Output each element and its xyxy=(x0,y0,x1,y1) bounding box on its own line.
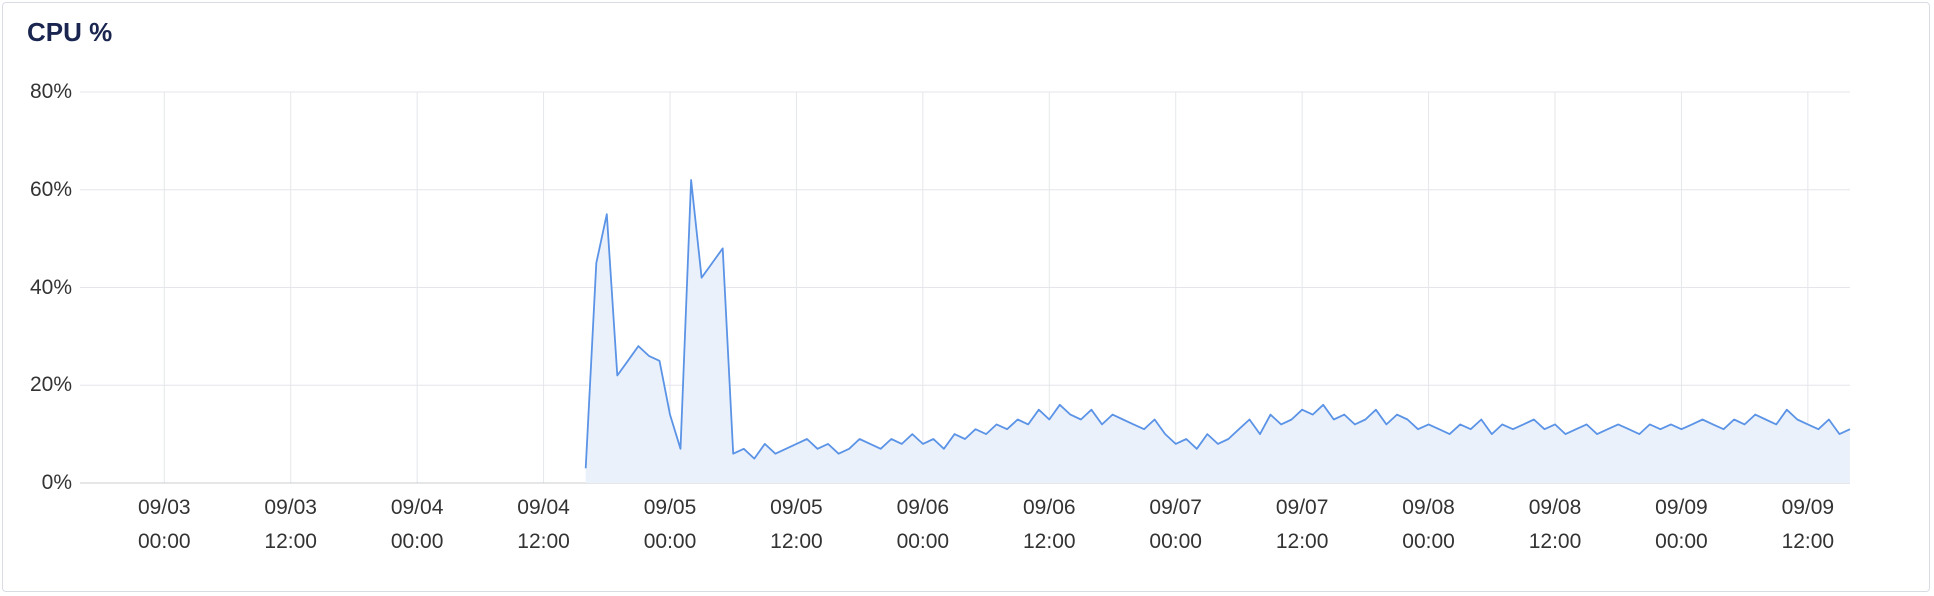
x-tick-label: 09/05 00:00 xyxy=(643,496,697,553)
chart-title: CPU % xyxy=(27,17,113,47)
area xyxy=(585,180,1851,483)
y-tick-label: 20% xyxy=(29,373,72,397)
x-tick-label: 09/04 12:00 xyxy=(517,496,570,553)
line xyxy=(584,179,1851,469)
y-tick-label: 40% xyxy=(29,275,72,299)
y-tick-label: 60% xyxy=(29,177,72,201)
x-tick-label: 09/08 00:00 xyxy=(1402,496,1455,553)
x-tick-label: 09/04 00:00 xyxy=(390,496,444,553)
x-tick-label: 09/05 12:00 xyxy=(770,496,823,553)
x-tick-label: 09/03 12:00 xyxy=(264,496,317,553)
x-tick-label: 09/09 12:00 xyxy=(1781,496,1835,553)
x-tick-label: 09/03 00:00 xyxy=(138,496,191,553)
x-tick-label: 09/09 00:00 xyxy=(1655,496,1708,553)
x-tick-label: 09/07 12:00 xyxy=(1275,496,1329,553)
y-tick-label: 80% xyxy=(29,80,72,103)
x-tick-label: 09/07 00:00 xyxy=(1149,496,1202,553)
x-tick-label: 09/06 00:00 xyxy=(896,496,950,553)
x-tick-label: 09/08 12:00 xyxy=(1528,496,1582,553)
y-tick-label: 0% xyxy=(41,471,72,494)
x-tick-label: 09/06 12:00 xyxy=(1023,496,1076,553)
